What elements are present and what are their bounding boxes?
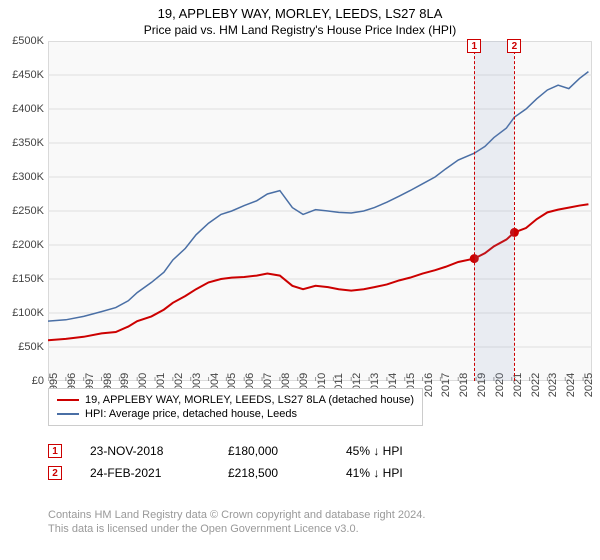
xtick-label: 2017 [440,373,452,397]
ytick-label: £50K [18,341,44,353]
ytick-label: £300K [12,171,44,183]
ytick-label: £0 [32,375,44,387]
chart-title: 19, APPLEBY WAY, MORLEY, LEEDS, LS27 8LA [0,0,600,21]
xtick-label: 2022 [530,373,542,397]
sale-marker-line [514,41,515,381]
ytick-label: £450K [12,69,44,81]
chart-subtitle: Price paid vs. HM Land Registry's House … [0,21,600,41]
sale-date: 24-FEB-2021 [90,466,200,480]
ytick-label: £200K [12,239,44,251]
xtick-label: 2018 [458,373,470,397]
sale-price: £180,000 [228,444,318,458]
ytick-label: £250K [12,205,44,217]
ytick-label: £500K [12,35,44,47]
xtick-label: 2023 [547,373,559,397]
sale-marker-flag: 1 [467,39,481,53]
sale-marker-icon: 2 [48,466,62,480]
legend-item-property: 19, APPLEBY WAY, MORLEY, LEEDS, LS27 8LA… [57,393,414,407]
chart-container: 19, APPLEBY WAY, MORLEY, LEEDS, LS27 8LA… [0,0,600,560]
xtick-label: 2016 [423,373,435,397]
xtick-label: 2025 [583,373,595,397]
sales-table: 1 23-NOV-2018 £180,000 45% ↓ HPI 2 24-FE… [48,440,403,484]
sale-marker-line [474,41,475,381]
sale-price: £218,500 [228,466,318,480]
sale-hpi-delta: 41% ↓ HPI [346,466,403,480]
ytick-label: £400K [12,103,44,115]
sale-marker-flag: 2 [507,39,521,53]
ytick-label: £150K [12,273,44,285]
sale-row: 1 23-NOV-2018 £180,000 45% ↓ HPI [48,440,403,462]
legend-label-property: 19, APPLEBY WAY, MORLEY, LEEDS, LS27 8LA… [85,394,414,406]
ytick-label: £100K [12,307,44,319]
legend-label-hpi: HPI: Average price, detached house, Leed… [85,408,297,420]
legend-swatch-property [57,399,79,401]
legend-item-hpi: HPI: Average price, detached house, Leed… [57,407,414,421]
sale-period-band [474,41,514,381]
legend: 19, APPLEBY WAY, MORLEY, LEEDS, LS27 8LA… [48,388,423,426]
xtick-label: 2024 [565,373,577,397]
footer-attribution: Contains HM Land Registry data © Crown c… [48,508,425,537]
sale-date: 23-NOV-2018 [90,444,200,458]
chart-area: £0 £50K £100K £150K £200K £250K £300K £350K £400… [0,41,600,421]
sale-marker-icon: 1 [48,444,62,458]
footer-line: Contains HM Land Registry data © Crown c… [48,508,425,522]
ytick-label: £350K [12,137,44,149]
sale-row: 2 24-FEB-2021 £218,500 41% ↓ HPI [48,462,403,484]
footer-line: This data is licensed under the Open Gov… [48,522,425,536]
sale-hpi-delta: 45% ↓ HPI [346,444,403,458]
legend-swatch-hpi [57,413,79,415]
